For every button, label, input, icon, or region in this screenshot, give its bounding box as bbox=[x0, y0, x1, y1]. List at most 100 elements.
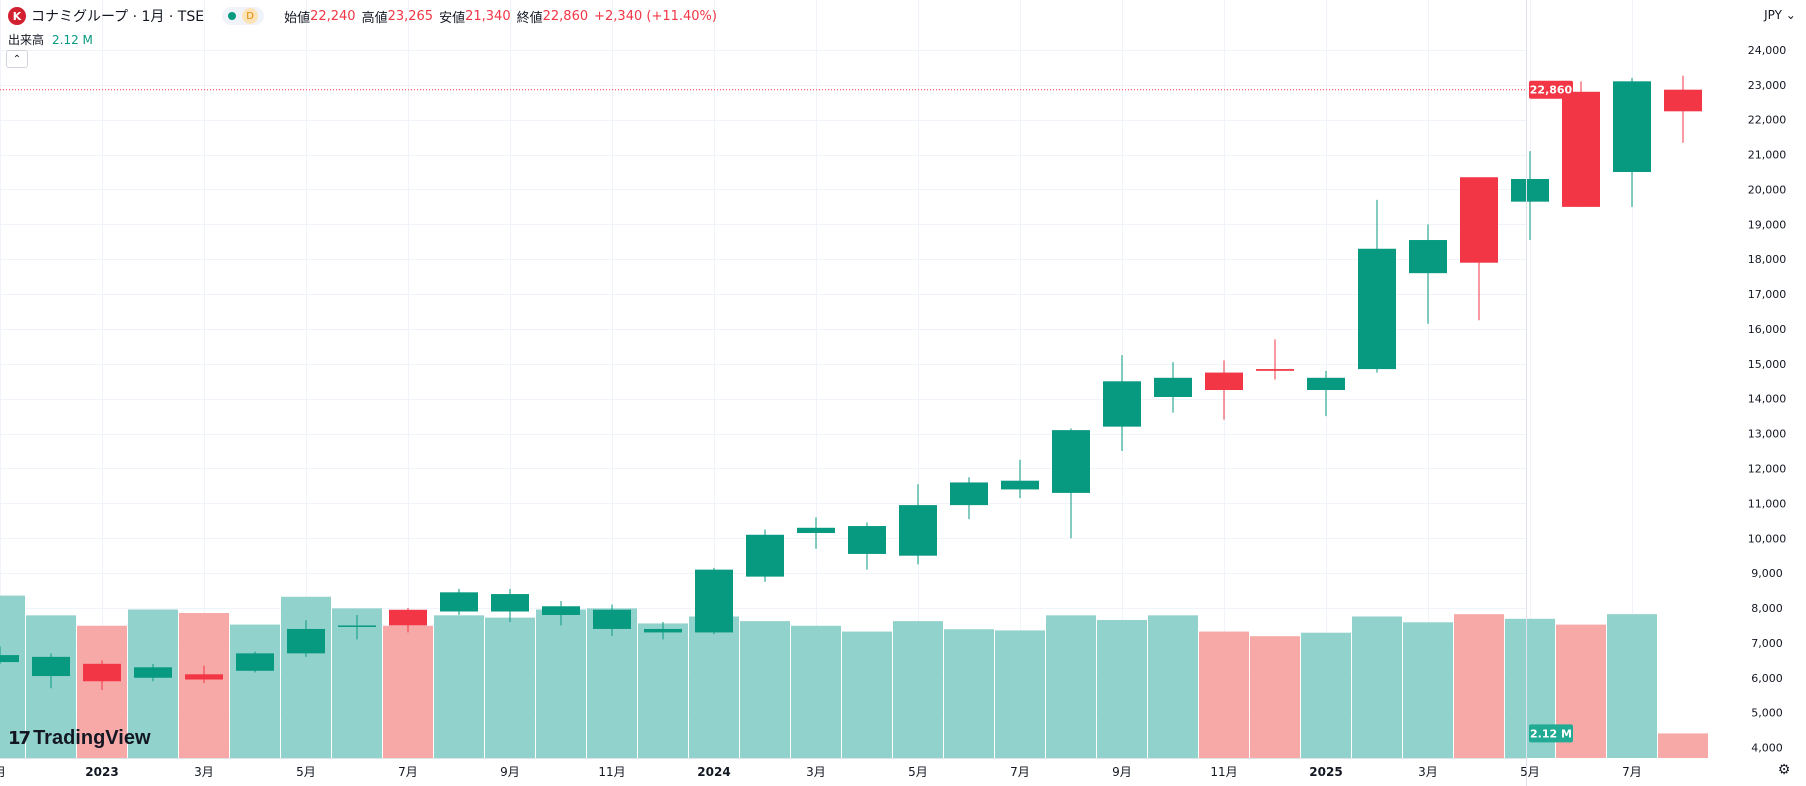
volume-bar bbox=[434, 615, 484, 758]
x-tick-label: 9月 bbox=[1112, 765, 1132, 779]
y-tick-label: 16,000 bbox=[1748, 323, 1787, 336]
candle-body bbox=[950, 482, 988, 506]
candle-body bbox=[848, 526, 886, 554]
gear-icon: ⚙ bbox=[1777, 762, 1791, 778]
low-value: 21,340 bbox=[465, 8, 511, 24]
volume-bar bbox=[1658, 733, 1708, 758]
y-tick-label: 5,000 bbox=[1751, 707, 1783, 720]
y-tick-label: 19,000 bbox=[1748, 218, 1787, 231]
candle-body bbox=[338, 625, 376, 627]
volume-legend: 出来高 2.12 M bbox=[8, 31, 93, 48]
candle-body bbox=[1664, 89, 1702, 112]
open-value: 22,240 bbox=[310, 8, 356, 24]
collapse-legend-button[interactable]: ⌃ bbox=[6, 50, 28, 68]
candle-body bbox=[0, 655, 19, 663]
low-label: 安値 bbox=[439, 10, 466, 26]
volume-bar bbox=[995, 630, 1045, 758]
x-tick-label: 7月 bbox=[1622, 765, 1642, 779]
y-tick-label: 18,000 bbox=[1748, 253, 1787, 266]
x-tick-label: 3月 bbox=[806, 765, 826, 779]
volume-bar bbox=[77, 625, 127, 758]
candle-body bbox=[491, 594, 529, 612]
candle-body bbox=[1511, 178, 1549, 202]
tradingview-logo[interactable]: 17 TradingView bbox=[8, 726, 151, 750]
chevron-up-icon: ⌃ bbox=[12, 53, 22, 65]
x-tick-label: 月 bbox=[0, 765, 6, 779]
candle-body bbox=[644, 628, 682, 633]
candle-body bbox=[746, 534, 784, 577]
tradingview-logo-text: TradingView bbox=[33, 726, 151, 749]
volume-bar bbox=[485, 617, 535, 758]
volume-bar bbox=[944, 629, 994, 758]
volume-bar bbox=[536, 609, 586, 758]
y-tick-label: 10,000 bbox=[1748, 532, 1787, 545]
x-tick-label: 2024 bbox=[697, 765, 730, 779]
close-value: 22,860 bbox=[542, 8, 589, 24]
candle-body bbox=[1256, 369, 1294, 371]
volume-bar bbox=[842, 631, 892, 758]
x-tick-label: 3月 bbox=[194, 765, 214, 779]
candle-body bbox=[83, 663, 121, 682]
settings-button[interactable]: ⚙ bbox=[1774, 760, 1794, 780]
chart-legend: K コナミグループ · 1月 · TSE D 始値 22,240 高値 23,2… bbox=[8, 6, 717, 26]
volume-bar bbox=[383, 625, 433, 758]
volume-bar bbox=[1352, 616, 1402, 758]
volume-bar bbox=[893, 621, 943, 758]
candle-body bbox=[542, 606, 580, 615]
y-tick-label: 9,000 bbox=[1751, 567, 1783, 580]
y-tick-label: 14,000 bbox=[1748, 393, 1787, 406]
last-price-badge bbox=[1529, 80, 1573, 99]
x-tick-label: 5月 bbox=[908, 765, 928, 779]
high-label: 高値 bbox=[361, 10, 388, 26]
high-value: 23,265 bbox=[387, 8, 434, 24]
symbol-title[interactable]: コナミグループ · 1月 · TSE bbox=[31, 9, 205, 25]
last-price-label: 22,860 bbox=[1530, 84, 1573, 97]
close-label: 終値 bbox=[516, 10, 543, 26]
candle-body bbox=[1613, 81, 1651, 173]
candle-body bbox=[1205, 372, 1243, 391]
volume-bar bbox=[791, 625, 841, 758]
y-tick-label: 11,000 bbox=[1748, 497, 1787, 510]
candle-body bbox=[1307, 377, 1345, 391]
change-value: +2,340 (+11.40%) bbox=[594, 8, 717, 24]
x-tick-label: 3月 bbox=[1418, 765, 1438, 779]
currency-selector[interactable]: JPY ⌄ bbox=[1764, 8, 1796, 22]
volume-bar bbox=[1403, 622, 1453, 758]
y-tick-label: 8,000 bbox=[1751, 602, 1783, 615]
volume-bar bbox=[638, 623, 688, 758]
x-tick-label: 9月 bbox=[500, 765, 520, 779]
last-volume-label: 2.12 M bbox=[1530, 727, 1572, 740]
y-tick-label: 13,000 bbox=[1748, 428, 1787, 441]
tradingview-mark-icon: 17 bbox=[8, 727, 31, 749]
volume-bar bbox=[230, 624, 280, 758]
market-open-dot-icon bbox=[228, 12, 237, 20]
volume-bar bbox=[1250, 636, 1300, 758]
y-tick-label: 17,000 bbox=[1748, 288, 1787, 301]
candle-body bbox=[1460, 177, 1498, 263]
y-tick-label: 23,000 bbox=[1748, 79, 1787, 92]
y-tick-label: 20,000 bbox=[1748, 183, 1787, 196]
volume-bar bbox=[1097, 619, 1147, 758]
volume-bar bbox=[128, 609, 178, 758]
candle-body bbox=[440, 592, 478, 612]
candle-body bbox=[134, 667, 172, 678]
candle-body bbox=[1103, 381, 1141, 427]
candle-body bbox=[236, 653, 274, 671]
volume-bar bbox=[1046, 615, 1096, 758]
candle-body bbox=[797, 527, 835, 534]
volume-bar bbox=[1454, 614, 1504, 758]
candle-body bbox=[1409, 240, 1447, 274]
candle-body bbox=[1562, 91, 1600, 207]
open-label: 始値 bbox=[284, 10, 311, 26]
x-tick-label: 2023 bbox=[85, 765, 118, 779]
candle-body bbox=[593, 609, 631, 629]
candle-body bbox=[1001, 480, 1039, 490]
symbol-logo-badge[interactable]: K bbox=[8, 7, 26, 25]
volume-bar bbox=[689, 616, 739, 758]
candle-body bbox=[1154, 377, 1192, 397]
volume-bar bbox=[1148, 615, 1198, 758]
market-status-pill[interactable]: D bbox=[222, 7, 265, 25]
x-tick-label: 11月 bbox=[598, 765, 625, 779]
y-tick-label: 22,000 bbox=[1748, 114, 1787, 127]
